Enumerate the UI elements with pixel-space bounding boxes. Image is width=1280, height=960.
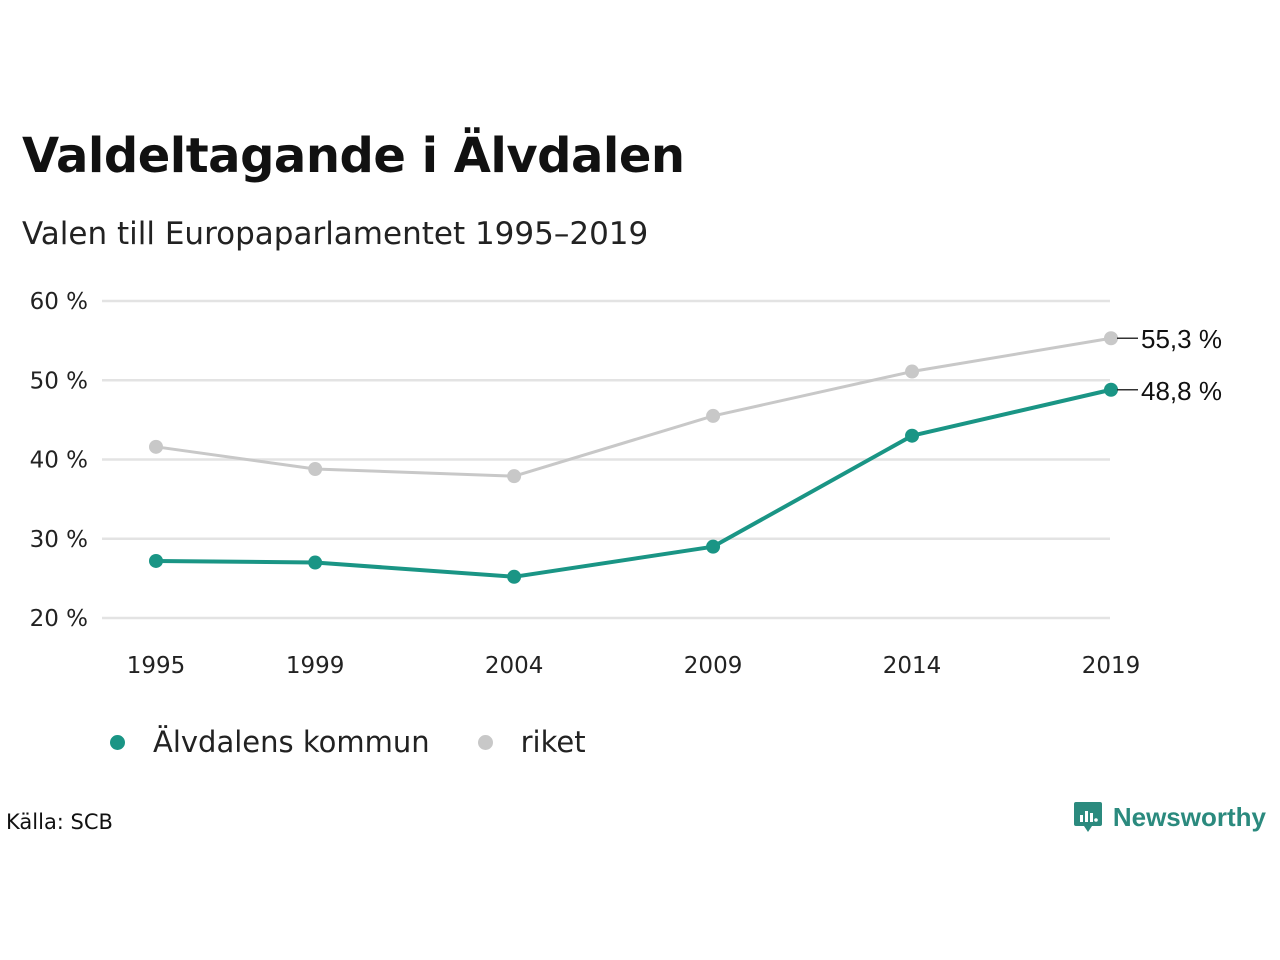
newsworthy-logo-icon [1073, 802, 1102, 832]
chart-title: Valdeltagande i Älvdalen [22, 128, 685, 184]
source-note: Källa: SCB [6, 810, 113, 834]
data-point-kommun [905, 428, 920, 443]
y-tick-label: 50 % [30, 368, 88, 394]
y-tick-label: 20 % [30, 606, 88, 632]
chart-subtitle: Valen till Europaparlamentet 1995–2019 [22, 216, 649, 252]
data-point-kommun [308, 555, 323, 570]
legend-dot-riket [477, 734, 493, 750]
data-point-riket [149, 439, 163, 454]
legend-label-kommun: Älvdalens kommun [153, 725, 430, 759]
legend-item-kommun: Älvdalens kommun [110, 725, 430, 759]
x-tick-label: 1999 [286, 653, 345, 679]
data-point-riket [308, 462, 323, 477]
data-point-kommun [1104, 382, 1118, 397]
legend: Älvdalens kommun riket [110, 725, 586, 759]
x-tick-label: 2019 [1082, 653, 1141, 679]
data-point-riket [507, 469, 522, 484]
data-point-riket [706, 408, 721, 423]
legend-label-riket: riket [520, 725, 586, 759]
data-point-kommun [706, 539, 721, 554]
series-line-riket [155, 336, 1112, 478]
legend-dot-kommun [110, 734, 125, 750]
brand-name: Newsworthy [1112, 801, 1266, 832]
x-tick-label: 2004 [485, 653, 544, 679]
data-point-riket [905, 364, 920, 379]
brand-logo[interactable]: Newsworthy [1073, 800, 1266, 834]
y-tick-label: 30 % [30, 527, 88, 553]
series-line-kommun [155, 387, 1112, 579]
end-label-riket: 55,3 % [1141, 324, 1222, 354]
data-point-riket [1104, 331, 1118, 346]
x-tick-label: 2009 [684, 653, 743, 679]
x-tick-label: 2014 [883, 653, 942, 679]
data-point-kommun [149, 553, 163, 568]
x-tick-label: 1995 [127, 653, 186, 679]
legend-item-riket: riket [477, 725, 586, 759]
end-label-kommun: 48,8 % [1141, 376, 1222, 406]
line-chart: 20 % 30 % 40 % 50 % 60 % 1995 1999 2004 2009 2014… [30, 289, 1222, 679]
y-tick-label: 60 % [30, 289, 88, 315]
data-point-kommun [507, 569, 522, 584]
y-tick-label: 40 % [30, 448, 88, 474]
